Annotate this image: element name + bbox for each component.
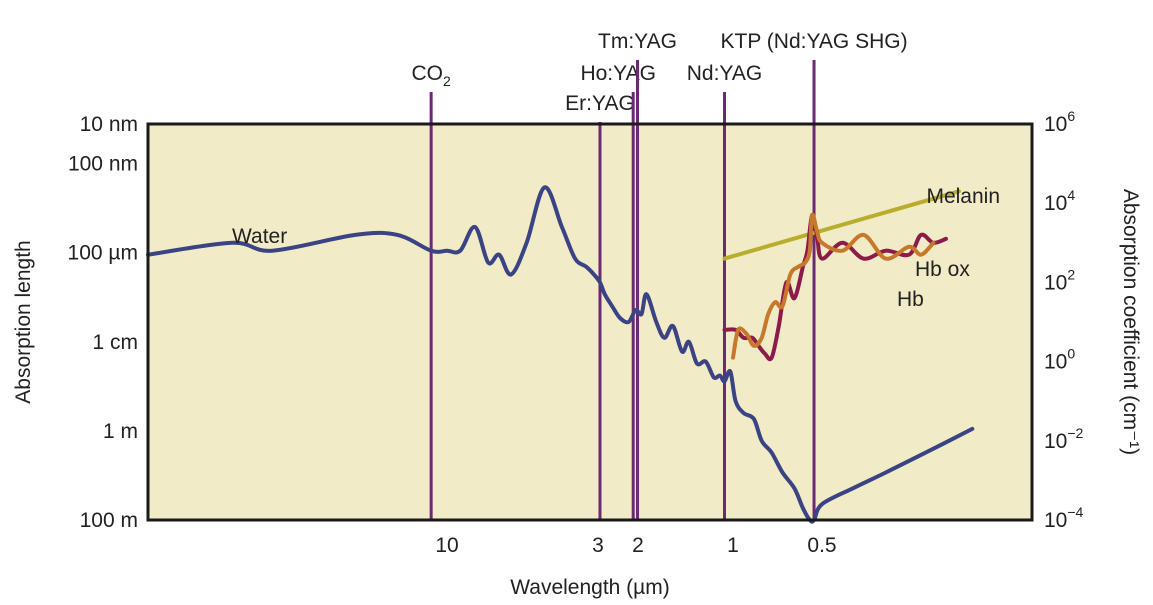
- y-left-tick-label-0: 10 nm: [80, 113, 138, 136]
- y-left-tick-label-2: 100 µm: [68, 242, 138, 265]
- y-left-tick-label-4: 1 m: [103, 420, 138, 443]
- series-line-melanin: [722, 189, 961, 261]
- y-right-axis-title: Absorption coefficient (cm⁻¹): [1119, 189, 1142, 455]
- y-right-tick-label-2: 102: [1044, 266, 1075, 294]
- y-right-tick-label-5: 10−4: [1044, 504, 1084, 532]
- y-left-tick-labels: 10 nm 100 nm 100 µm 1 cm 1 m 100 m: [68, 113, 138, 532]
- plot-area: [148, 124, 1032, 520]
- laser-label-3: Tm:YAG: [598, 30, 677, 53]
- y-right-tick-label-3: 100: [1044, 346, 1075, 374]
- laser-label-1: Er:YAG: [565, 92, 635, 115]
- x-tick-label-1: 3: [592, 534, 604, 557]
- series-label-water: Water: [232, 225, 287, 248]
- plot-frame: [146, 122, 1034, 522]
- series-label-melanin: Melanin: [926, 185, 1000, 208]
- laser-lines-group: CO2 Er:YAG Ho:YAG Tm:YAG Nd:YAG KTP (Nd:YAG S…: [411, 30, 908, 520]
- laser-label-4: Nd:YAG: [687, 62, 762, 85]
- x-tick-label-0: 10: [435, 534, 458, 557]
- series-labels: Water Melanin Hb ox Hb: [232, 185, 1000, 311]
- y-right-tick-label-1: 104: [1044, 187, 1075, 215]
- y-left-tick-label-5: 100 m: [80, 509, 138, 532]
- y-left-tick-label-1: 100 nm: [68, 153, 138, 176]
- y-right-tick-label-4: 10−2: [1044, 425, 1084, 453]
- series-label-hb-ox: Hb ox: [915, 258, 970, 281]
- series-line-water: [146, 185, 975, 524]
- series-line-hb: [731, 212, 936, 360]
- laser-label-2: Ho:YAG: [580, 62, 655, 85]
- y-left-tick-label-3: 1 cm: [92, 331, 138, 354]
- x-tick-label-4: 0.5: [807, 534, 836, 557]
- y-right-tick-labels: 106 104 102 100 10−2 10−4: [1044, 108, 1084, 532]
- x-axis-title: Wavelength (µm): [510, 576, 670, 599]
- x-tick-label-2: 2: [632, 534, 644, 557]
- series-label-hb: Hb: [897, 288, 924, 311]
- y-left-axis-title: Absorption length: [12, 240, 35, 403]
- y-right-tick-label-0: 106: [1044, 108, 1075, 136]
- laser-label-0: CO2: [411, 62, 451, 89]
- x-tick-labels: 10 3 2 1 0.5: [435, 534, 836, 557]
- x-tick-label-3: 1: [727, 534, 739, 557]
- laser-label-5: KTP (Nd:YAG SHG): [720, 30, 907, 53]
- series-group: [146, 185, 975, 524]
